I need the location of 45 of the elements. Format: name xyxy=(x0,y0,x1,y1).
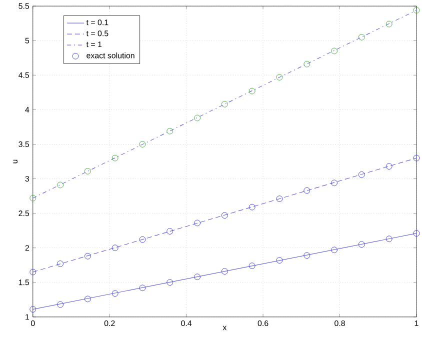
point xyxy=(139,236,146,243)
point xyxy=(30,306,36,313)
point xyxy=(57,260,64,268)
point xyxy=(221,101,228,108)
point xyxy=(358,34,365,40)
point xyxy=(166,279,174,286)
point xyxy=(386,20,392,28)
point xyxy=(194,220,201,226)
point xyxy=(57,182,64,188)
point xyxy=(248,204,256,210)
point xyxy=(304,252,310,259)
point xyxy=(413,230,420,237)
point xyxy=(84,168,91,174)
point xyxy=(358,171,365,178)
point xyxy=(112,154,118,162)
point xyxy=(248,262,256,270)
point xyxy=(166,128,174,134)
point xyxy=(304,60,310,68)
point xyxy=(304,187,310,194)
point xyxy=(84,252,91,260)
point xyxy=(194,114,201,122)
point xyxy=(331,246,338,254)
point xyxy=(166,228,174,235)
point xyxy=(331,48,338,54)
point xyxy=(413,7,420,14)
point xyxy=(276,74,283,81)
point xyxy=(139,284,146,292)
point xyxy=(112,290,118,297)
point xyxy=(84,296,91,302)
point xyxy=(194,274,201,280)
point xyxy=(276,257,283,264)
point xyxy=(358,241,365,248)
point xyxy=(386,236,392,242)
point xyxy=(386,163,392,170)
point xyxy=(413,154,420,162)
point xyxy=(276,196,283,202)
point xyxy=(221,268,228,275)
point xyxy=(57,301,64,308)
point xyxy=(331,180,338,186)
point xyxy=(221,212,228,219)
point xyxy=(248,88,256,94)
point xyxy=(30,268,36,276)
point xyxy=(112,244,118,252)
point xyxy=(139,141,146,148)
point xyxy=(30,194,36,202)
